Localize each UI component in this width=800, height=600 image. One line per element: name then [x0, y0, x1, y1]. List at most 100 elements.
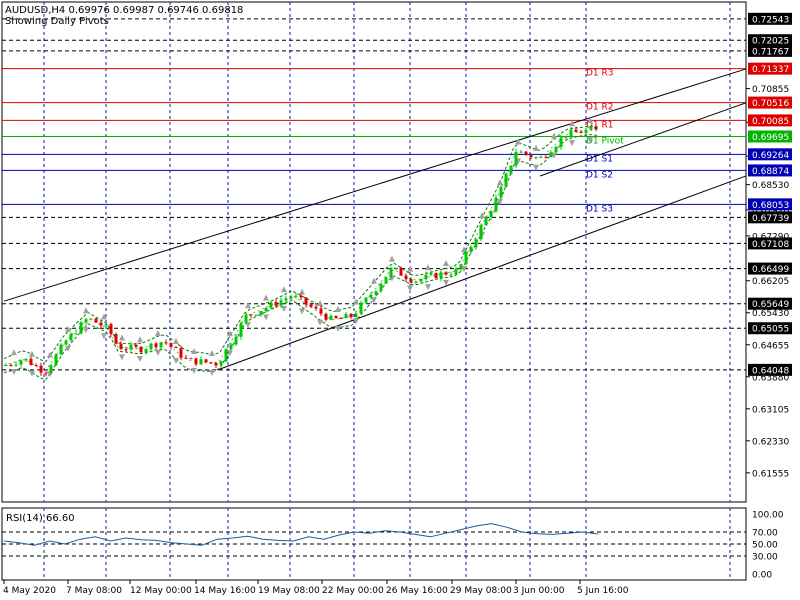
price-tick-label: 0.65430 — [752, 309, 789, 319]
price-marker-box — [748, 114, 792, 127]
candle-body — [164, 342, 168, 344]
trend-channels — [3, 68, 747, 371]
fractal-up-marker — [281, 286, 287, 293]
candle-body — [529, 154, 533, 158]
fractal-markers — [11, 117, 593, 378]
candle-body — [219, 361, 223, 366]
candle-body — [379, 283, 383, 292]
price-marker-label: 0.71767 — [752, 47, 789, 57]
channel-line — [539, 102, 747, 177]
fractal-up-marker — [11, 349, 17, 356]
pivot-subtitle: Showing Daily Pivots — [5, 16, 109, 27]
pivot-label: D1 S1 — [586, 154, 613, 164]
candle-body — [434, 273, 438, 279]
fractal-down-marker — [335, 325, 341, 332]
price-tick-label: 0.67290 — [752, 232, 789, 242]
price-marker-label: 0.65649 — [752, 300, 789, 310]
candle-body — [269, 302, 273, 308]
candle-body — [159, 342, 163, 348]
candle-body — [249, 314, 253, 316]
fractal-up-marker — [83, 307, 89, 314]
candle-body — [524, 151, 528, 155]
fractal-down-marker — [317, 319, 323, 326]
candle-body — [449, 274, 453, 276]
fractal-down-marker — [443, 279, 449, 286]
fractal-down-marker — [11, 369, 17, 376]
candle-body — [79, 322, 83, 334]
candle-body — [464, 252, 468, 265]
time-axis: 4 May 2020 7 May 08:00 12 May 00:00 14 May … — [3, 580, 629, 596]
pivot-label: D1 R3 — [586, 69, 614, 79]
candle-body — [184, 357, 188, 359]
price-marker-box — [748, 363, 792, 376]
candle-body — [239, 322, 243, 337]
candle-body — [244, 314, 248, 323]
candle-body — [494, 197, 498, 212]
fractal-up-marker — [173, 338, 179, 345]
fractal-down-marker — [425, 284, 431, 291]
candle-body — [194, 358, 198, 365]
price-marker-label: 0.70516 — [752, 99, 789, 109]
candle-body — [514, 151, 518, 166]
candle-body — [294, 295, 298, 297]
fractal-up-marker — [551, 132, 557, 139]
pivot-label: D1 S2 — [586, 170, 613, 180]
candle-body — [444, 272, 448, 275]
candle-body — [424, 274, 428, 280]
price-tick-label: 0.63880 — [752, 373, 789, 383]
candle-body — [504, 173, 508, 187]
price-marker-box — [748, 148, 792, 161]
candle-body — [14, 364, 18, 366]
candle-body — [9, 365, 13, 367]
vertical-gridlines — [43, 2, 731, 580]
candle-body — [204, 359, 208, 363]
candle-body — [569, 129, 573, 137]
candle-body — [64, 340, 68, 345]
fractal-down-marker — [155, 349, 161, 356]
price-marker-box — [748, 130, 792, 143]
candle-body — [124, 349, 128, 351]
fractal-down-marker — [227, 350, 233, 357]
candle-body — [44, 372, 48, 374]
candle-body — [264, 307, 268, 312]
fractal-up-marker — [407, 265, 413, 272]
fractal-down-marker — [299, 308, 305, 315]
fractal-down-marker — [65, 345, 71, 352]
candle-body — [169, 342, 173, 347]
price-marker-box — [748, 44, 792, 57]
candle-body — [419, 279, 423, 282]
candle-body — [579, 131, 583, 134]
candle-body — [289, 296, 293, 299]
pivot-label: D1 S3 — [586, 204, 613, 214]
candle-body — [224, 349, 228, 362]
candle-body — [389, 267, 393, 278]
candle-body — [139, 346, 143, 353]
candle-body — [29, 358, 33, 365]
fractal-up-marker — [209, 350, 215, 357]
price-marker-label: 0.68874 — [752, 167, 789, 177]
candle-body — [394, 267, 398, 269]
fractal-down-marker — [29, 370, 35, 377]
candle-body — [404, 275, 408, 280]
price-marker-label: 0.65055 — [752, 325, 789, 335]
main-plot-frame — [1, 1, 747, 503]
fractal-up-marker — [515, 138, 521, 145]
fractal-down-marker — [191, 367, 197, 374]
candle-body — [414, 281, 418, 283]
candle-body — [134, 344, 138, 347]
fractal-down-marker — [83, 327, 89, 334]
fractal-down-marker — [587, 137, 593, 144]
candle-body — [174, 346, 178, 349]
fractal-down-marker — [101, 333, 107, 340]
candle-body — [314, 306, 318, 309]
candle-body — [59, 344, 63, 355]
fractal-down-marker — [281, 306, 287, 313]
candle-body — [384, 277, 388, 284]
candle-body — [594, 126, 598, 130]
candle-body — [104, 324, 108, 326]
fractal-up-marker — [299, 288, 305, 295]
price-marker-box — [748, 211, 792, 224]
price-marker-box — [748, 237, 792, 250]
pivot-label: D1 R1 — [586, 120, 614, 130]
price-marker-label: 0.69264 — [752, 151, 789, 161]
